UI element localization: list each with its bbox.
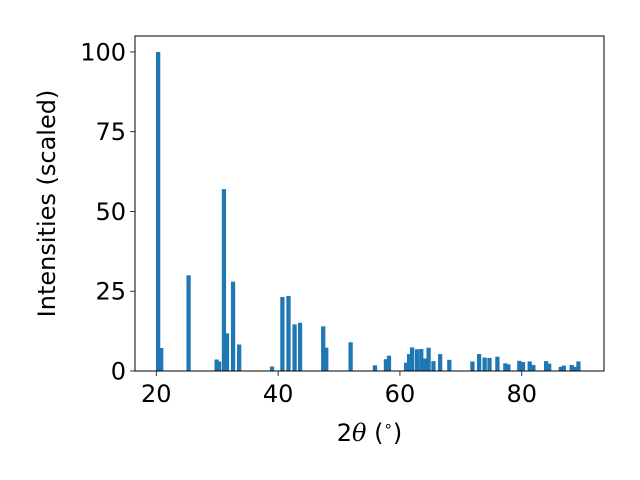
bar xyxy=(561,365,566,371)
bar xyxy=(383,359,389,371)
y-tick-label: 25 xyxy=(95,278,126,306)
bar xyxy=(214,359,219,371)
bar xyxy=(410,347,415,371)
bar xyxy=(186,275,191,371)
bar xyxy=(558,366,563,371)
bar xyxy=(531,364,536,371)
x-label-close: ) xyxy=(393,419,402,447)
bar xyxy=(487,357,492,371)
bar xyxy=(321,326,326,371)
theta-symbol: θ xyxy=(352,419,367,447)
bar xyxy=(422,358,428,371)
bar xyxy=(216,361,222,371)
bar xyxy=(297,322,303,371)
bar xyxy=(431,361,436,371)
bar xyxy=(324,347,329,371)
y-tick-label: 100 xyxy=(80,38,126,66)
bar xyxy=(286,296,291,371)
bar xyxy=(372,365,378,371)
bar xyxy=(426,347,431,371)
x-tick-label: 20 xyxy=(141,380,172,408)
bar xyxy=(221,189,227,371)
x-axis: 20 40 60 80 xyxy=(141,371,537,408)
bar xyxy=(438,354,443,371)
bar xyxy=(517,360,522,371)
bar xyxy=(506,364,511,371)
x-axis-label: 2θ (∘) xyxy=(337,417,403,447)
x-tick-label: 60 xyxy=(385,380,416,408)
bar xyxy=(470,361,475,371)
bar xyxy=(230,281,236,371)
y-tick-label: 0 xyxy=(111,358,126,386)
bar xyxy=(527,361,532,371)
bar xyxy=(547,363,552,371)
bar xyxy=(414,349,420,371)
bar xyxy=(419,348,424,371)
bar xyxy=(576,361,581,371)
x-label-prefix: 2 xyxy=(337,419,352,447)
bar xyxy=(520,362,526,371)
bar xyxy=(573,366,578,371)
y-tick-label: 50 xyxy=(95,198,126,226)
y-tick-label: 75 xyxy=(95,118,126,146)
bars-group xyxy=(156,51,581,371)
bar xyxy=(224,333,230,371)
bar xyxy=(482,357,487,371)
bar xyxy=(156,51,161,371)
bar xyxy=(569,364,574,371)
bar xyxy=(348,342,353,371)
bar xyxy=(544,361,549,371)
bar xyxy=(386,355,392,371)
bar xyxy=(292,324,297,371)
bar xyxy=(280,296,285,371)
plot-frame xyxy=(134,35,605,372)
x-tick-label: 80 xyxy=(506,380,537,408)
bar xyxy=(403,362,409,371)
y-axis: 0 25 50 75 100 xyxy=(80,38,135,386)
x-tick-label: 40 xyxy=(263,380,294,408)
x-label-suffix: ( xyxy=(366,419,383,447)
y-axis-label: Intensities (scaled) xyxy=(33,90,61,318)
bar xyxy=(477,354,482,371)
bar xyxy=(406,354,412,371)
degree-symbol: ∘ xyxy=(383,417,392,435)
bar xyxy=(269,366,275,371)
bar xyxy=(159,348,164,371)
bar xyxy=(495,356,500,371)
bar xyxy=(503,363,508,371)
bar xyxy=(447,359,452,371)
bar xyxy=(237,344,242,371)
